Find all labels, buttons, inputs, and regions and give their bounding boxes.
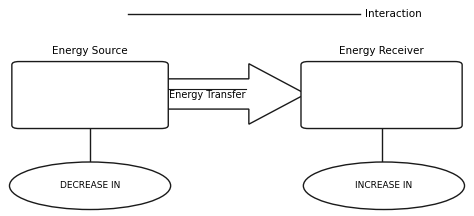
Ellipse shape	[9, 162, 171, 210]
FancyBboxPatch shape	[301, 62, 462, 129]
Text: Energy Source: Energy Source	[52, 46, 128, 56]
Text: Interaction: Interaction	[365, 9, 422, 19]
FancyBboxPatch shape	[12, 62, 168, 129]
Text: INCREASE IN: INCREASE IN	[356, 181, 412, 190]
Text: DECREASE IN: DECREASE IN	[60, 181, 120, 190]
Text: Energy Transfer: Energy Transfer	[169, 90, 246, 100]
Polygon shape	[166, 64, 306, 124]
Text: Energy Receiver: Energy Receiver	[339, 46, 424, 56]
Ellipse shape	[303, 162, 465, 210]
